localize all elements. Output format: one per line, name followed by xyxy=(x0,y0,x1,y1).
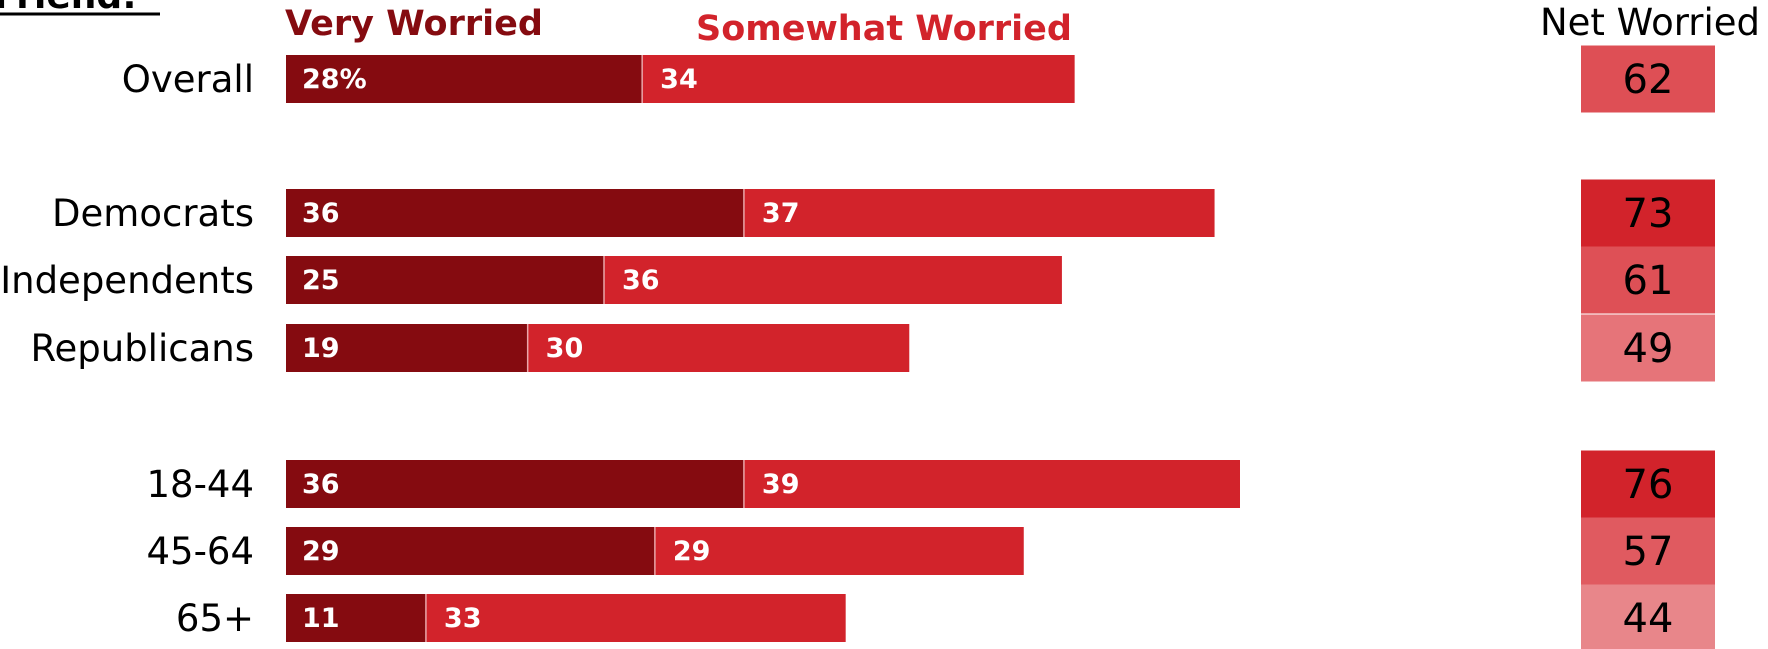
data-label-very-worried-65-: 11 xyxy=(302,603,340,634)
net-worried-value-republicans: 49 xyxy=(1623,326,1674,372)
bar-very-worried-independents xyxy=(286,256,604,304)
data-label-very-worried-republicans: 19 xyxy=(302,333,340,364)
net-worried-cell-65- xyxy=(1581,584,1715,649)
data-label-somewhat-worried-independents: 36 xyxy=(622,265,660,296)
bar-very-worried-democrats xyxy=(286,189,744,237)
net-worried-cell-overall xyxy=(1581,45,1715,113)
bar-very-worried-45-64 xyxy=(286,527,655,575)
category-label-democrats: Democrats xyxy=(52,192,254,235)
data-label-very-worried-democrats: 36 xyxy=(302,198,340,229)
bar-very-worried-65- xyxy=(286,594,426,642)
net-worried-value-overall: 62 xyxy=(1623,57,1674,103)
data-label-very-worried-18-44: 36 xyxy=(302,469,340,500)
data-label-very-worried-independents: 25 xyxy=(302,265,340,296)
data-label-somewhat-worried-republicans: 30 xyxy=(546,333,584,364)
legend-somewhat-worried: Somewhat Worried xyxy=(696,9,1072,49)
net-worried-value-65-: 44 xyxy=(1623,596,1674,642)
bar-very-worried-overall xyxy=(286,55,643,103)
bar-somewhat-worried-independents xyxy=(604,256,1062,304)
net-worried-cell-45-64 xyxy=(1581,517,1715,585)
category-label-65-: 65+ xyxy=(176,597,254,640)
net-worried-value-independents: 61 xyxy=(1623,258,1674,304)
bar-somewhat-worried-democrats xyxy=(743,189,1215,237)
data-label-somewhat-worried-45-64: 29 xyxy=(673,536,711,567)
bar-very-worried-18-44 xyxy=(286,460,744,508)
legend-very-worried: Very Worried xyxy=(285,4,543,44)
category-label-18-44: 18-44 xyxy=(146,463,254,506)
net-worried-value-democrats: 73 xyxy=(1623,191,1674,237)
category-label-republicans: Republicans xyxy=(30,327,254,370)
net-worried-cell-independents xyxy=(1581,246,1715,314)
net-worried-value-18-44: 76 xyxy=(1623,462,1674,508)
bar-somewhat-worried-45-64 xyxy=(654,527,1024,575)
bar-somewhat-worried-republicans xyxy=(527,324,910,372)
data-label-somewhat-worried-overall: 34 xyxy=(660,64,698,95)
data-label-very-worried-overall: 28% xyxy=(302,64,367,95)
chart-rows: Overall 28% 34 62 Democrats 36 37 73 Independent… xyxy=(0,45,1715,649)
data-label-somewhat-worried-democrats: 37 xyxy=(762,198,800,229)
bar-somewhat-worried-65- xyxy=(425,594,846,642)
net-worried-cell-democrats xyxy=(1581,179,1715,247)
category-label-45-64: 45-64 xyxy=(146,530,254,573)
bar-somewhat-worried-overall xyxy=(642,55,1075,103)
bar-very-worried-republicans xyxy=(286,324,528,372)
net-worried-cell-republicans xyxy=(1581,314,1715,382)
net-worried-header: Net Worried xyxy=(1540,1,1760,44)
bar-somewhat-worried-18-44 xyxy=(743,460,1240,508)
data-label-somewhat-worried-65-: 33 xyxy=(444,603,482,634)
category-label-overall: Overall xyxy=(122,58,254,101)
data-label-very-worried-45-64: 29 xyxy=(302,536,340,567)
category-label-independents: Independents xyxy=(0,259,254,302)
net-worried-cell-18-44 xyxy=(1581,450,1715,518)
data-label-somewhat-worried-18-44: 39 xyxy=(762,469,800,500)
net-worried-value-45-64: 57 xyxy=(1623,529,1674,575)
